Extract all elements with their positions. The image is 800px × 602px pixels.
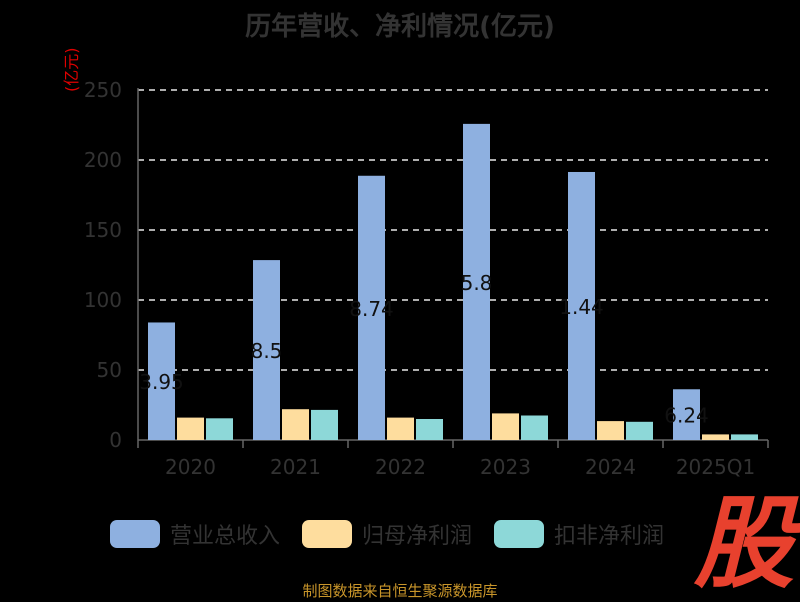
y-tick-label: 100	[84, 288, 122, 312]
bar-revenue	[148, 322, 175, 440]
bar-deducted-profit	[521, 415, 548, 440]
bar-revenue	[253, 260, 280, 440]
bar-revenue	[358, 175, 385, 441]
legend-swatch-deducted-profit	[494, 520, 545, 548]
y-tick-label: 200	[84, 148, 122, 172]
x-tick-label: 2023	[480, 455, 531, 479]
y-tick-label: 0	[109, 428, 122, 452]
data-source: 制图数据来自恒生聚源数据库	[302, 582, 498, 600]
bar-net-profit	[702, 434, 729, 440]
bar-deducted-profit	[416, 419, 443, 440]
bar-net-profit	[387, 417, 414, 440]
legend-label-revenue: 营业总收入	[170, 524, 281, 549]
y-tick-label: 250	[84, 78, 122, 102]
data-label: 8.74	[349, 297, 394, 321]
legend-label-net-profit: 归母净利润	[362, 524, 473, 549]
x-tick-label: 2020	[165, 455, 216, 479]
bar-revenue	[568, 171, 595, 440]
legend-swatch-revenue	[110, 520, 160, 548]
x-tick-label: 2022	[375, 455, 426, 479]
bar-revenue	[463, 123, 490, 440]
y-tick-label: 150	[84, 218, 122, 242]
x-tick-label: 2024	[585, 455, 636, 479]
bar-revenue	[673, 389, 700, 440]
x-tick-label: 2025Q1	[676, 455, 755, 479]
data-label: 8.5	[251, 339, 283, 363]
bar-deducted-profit	[311, 409, 338, 440]
bar-net-profit	[597, 421, 624, 440]
legend: 营业总收入 归母净利润 扣非净利润	[110, 518, 686, 550]
legend-item-revenue[interactable]: 营业总收入	[110, 518, 280, 550]
data-label: 5.8	[461, 271, 493, 295]
bar-net-profit	[177, 417, 204, 440]
data-label: 3.95	[139, 370, 184, 394]
y-tick-label: 50	[97, 358, 122, 382]
brand-logo: 股	[694, 485, 794, 602]
bar-net-profit	[282, 409, 309, 440]
data-label: 1.44	[559, 295, 604, 319]
legend-label-deducted-profit: 扣非净利润	[554, 524, 665, 549]
data-label: 6.24	[664, 404, 709, 428]
legend-item-net-profit[interactable]: 归母净利润	[302, 518, 472, 550]
chart-title: 历年营收、净利情况(亿元)	[245, 12, 555, 42]
legend-swatch-net-profit	[302, 520, 353, 548]
bar-net-profit	[492, 413, 519, 440]
x-tick-label: 2021	[270, 455, 321, 479]
bar-deducted-profit	[206, 418, 233, 440]
bar-deducted-profit	[626, 421, 653, 440]
bar-deducted-profit	[731, 434, 758, 440]
legend-item-deducted-profit[interactable]: 扣非净利润	[494, 518, 664, 550]
